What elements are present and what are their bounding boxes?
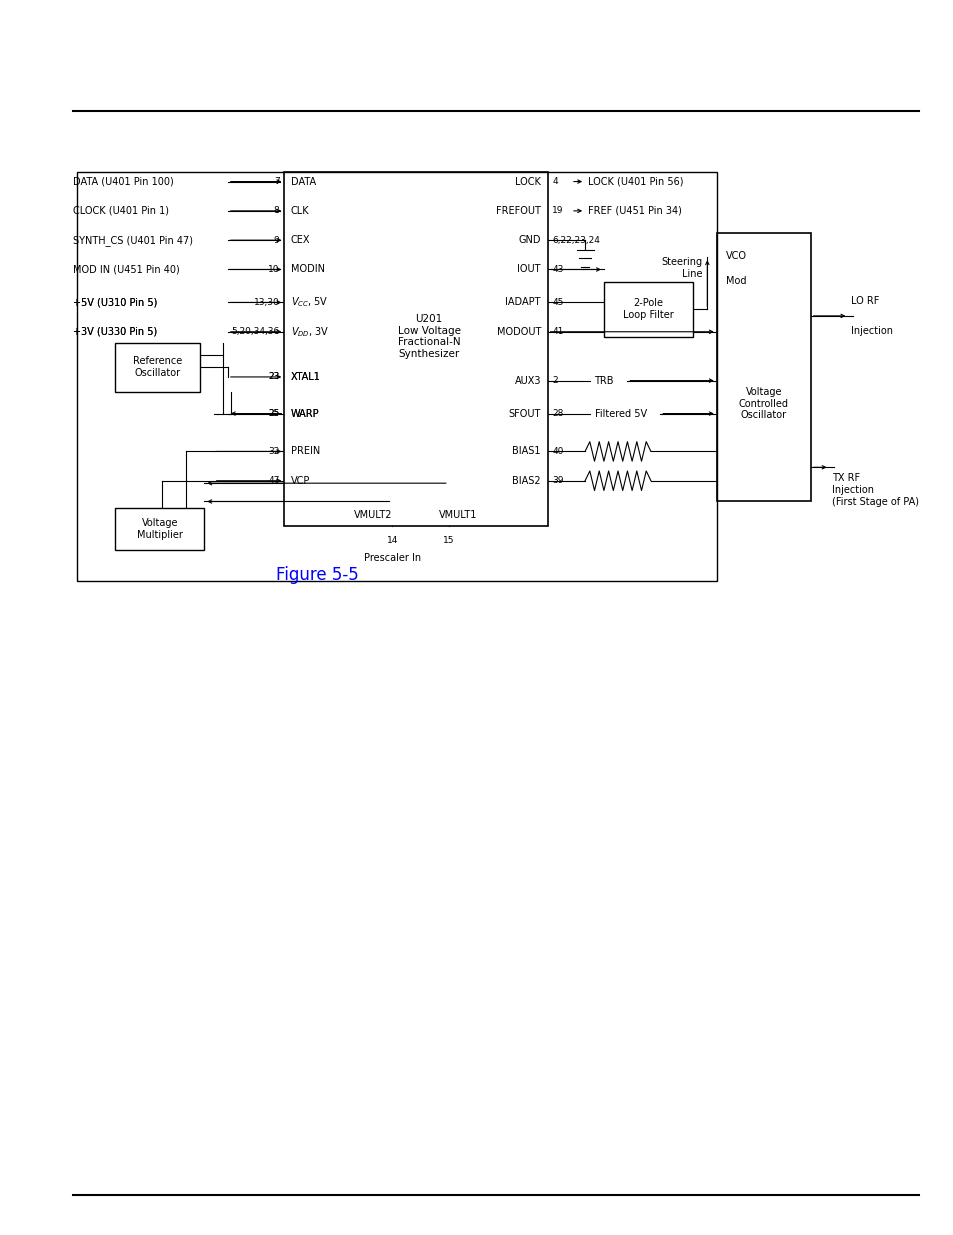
Text: 2-Pole
Loop Filter: 2-Pole Loop Filter — [622, 299, 673, 320]
Text: +5V (U310 Pin 5): +5V (U310 Pin 5) — [72, 298, 157, 308]
Text: Filtered 5V: Filtered 5V — [594, 409, 646, 419]
Bar — [115, 343, 199, 391]
Text: TX RF
Injection
(First Stage of PA): TX RF Injection (First Stage of PA) — [831, 473, 919, 506]
Text: LO RF: LO RF — [850, 296, 879, 306]
Text: CLOCK (U401 Pin 1): CLOCK (U401 Pin 1) — [72, 206, 169, 216]
Text: 10: 10 — [268, 266, 279, 274]
Text: VCO: VCO — [725, 251, 746, 261]
Text: 25: 25 — [268, 409, 279, 419]
Text: CLK: CLK — [291, 206, 309, 216]
Text: VMULT1: VMULT1 — [438, 510, 476, 520]
Text: $V_{CC}$, 5V: $V_{CC}$, 5V — [291, 295, 328, 309]
Text: GND: GND — [517, 235, 540, 246]
Text: 47: 47 — [268, 477, 279, 485]
Text: 19: 19 — [552, 206, 563, 215]
Text: 13,30: 13,30 — [253, 298, 279, 308]
Text: XTAL1: XTAL1 — [291, 372, 320, 382]
Text: DATA: DATA — [291, 177, 315, 186]
Bar — [603, 282, 693, 337]
Text: Voltage
Controlled
Oscillator: Voltage Controlled Oscillator — [738, 388, 788, 420]
Text: MODOUT: MODOUT — [496, 327, 540, 337]
Text: LOCK: LOCK — [515, 177, 540, 186]
Text: Mod: Mod — [725, 275, 746, 285]
Text: 6,22,23,24: 6,22,23,24 — [552, 236, 599, 245]
Text: 9: 9 — [274, 236, 279, 245]
Text: Voltage
Multiplier: Voltage Multiplier — [136, 519, 182, 540]
Text: 41: 41 — [552, 327, 563, 336]
Text: VCP: VCP — [291, 475, 310, 485]
Bar — [115, 508, 204, 551]
Text: 2: 2 — [552, 377, 558, 385]
Text: U201
Low Voltage
Fractional-N
Synthesizer: U201 Low Voltage Fractional-N Synthesize… — [397, 314, 460, 359]
Text: 23: 23 — [268, 373, 279, 382]
Text: WARP: WARP — [291, 409, 319, 419]
Text: DATA (U401 Pin 100): DATA (U401 Pin 100) — [72, 177, 173, 186]
Text: 7: 7 — [274, 177, 279, 186]
Text: BIAS1: BIAS1 — [512, 446, 540, 457]
Text: FREF (U451 Pin 34): FREF (U451 Pin 34) — [587, 206, 681, 216]
Text: MODIN: MODIN — [291, 264, 325, 274]
Text: 40: 40 — [552, 447, 563, 456]
Text: +3V (U330 Pin 5): +3V (U330 Pin 5) — [72, 327, 157, 337]
Text: 25: 25 — [268, 409, 279, 419]
Text: IOUT: IOUT — [517, 264, 540, 274]
Text: FREFOUT: FREFOUT — [496, 206, 540, 216]
Text: 45: 45 — [552, 298, 563, 308]
Text: BIAS2: BIAS2 — [512, 475, 540, 485]
Text: 32: 32 — [268, 447, 279, 456]
Text: 15: 15 — [442, 536, 454, 545]
Text: LOCK (U401 Pin 56): LOCK (U401 Pin 56) — [587, 177, 682, 186]
Text: +5V (U310 Pin 5): +5V (U310 Pin 5) — [72, 298, 157, 308]
Text: 23: 23 — [268, 373, 279, 382]
Text: $V_{DD}$, 3V: $V_{DD}$, 3V — [291, 325, 329, 338]
Text: Injection: Injection — [850, 326, 892, 336]
Text: SFOUT: SFOUT — [508, 409, 540, 419]
Text: XTAL1: XTAL1 — [291, 372, 320, 382]
Text: 4: 4 — [552, 177, 558, 186]
Text: WARP: WARP — [291, 409, 319, 419]
Text: Steering
Line: Steering Line — [660, 257, 702, 279]
Text: 39: 39 — [552, 477, 563, 485]
Bar — [284, 172, 547, 526]
Text: 28: 28 — [552, 409, 563, 419]
Text: IADAPT: IADAPT — [505, 298, 540, 308]
Bar — [716, 233, 810, 501]
Text: Reference
Oscillator: Reference Oscillator — [132, 357, 182, 378]
Text: MOD IN (U451 Pin 40): MOD IN (U451 Pin 40) — [72, 264, 179, 274]
Text: 8: 8 — [274, 206, 279, 215]
Text: Prescaler In: Prescaler In — [363, 553, 420, 563]
Text: TRB: TRB — [594, 375, 614, 385]
Text: Figure 5-5: Figure 5-5 — [275, 566, 358, 584]
Text: 43: 43 — [552, 266, 563, 274]
Text: PREIN: PREIN — [291, 446, 320, 457]
Text: 14: 14 — [386, 536, 397, 545]
Text: 5,20,34,36: 5,20,34,36 — [231, 327, 279, 336]
Bar — [77, 172, 716, 580]
Text: AUX3: AUX3 — [514, 375, 540, 385]
Text: +3V (U330 Pin 5): +3V (U330 Pin 5) — [72, 327, 157, 337]
Text: CEX: CEX — [291, 235, 310, 246]
Text: SYNTH_CS (U401 Pin 47): SYNTH_CS (U401 Pin 47) — [72, 235, 193, 246]
Text: VMULT2: VMULT2 — [354, 510, 393, 520]
